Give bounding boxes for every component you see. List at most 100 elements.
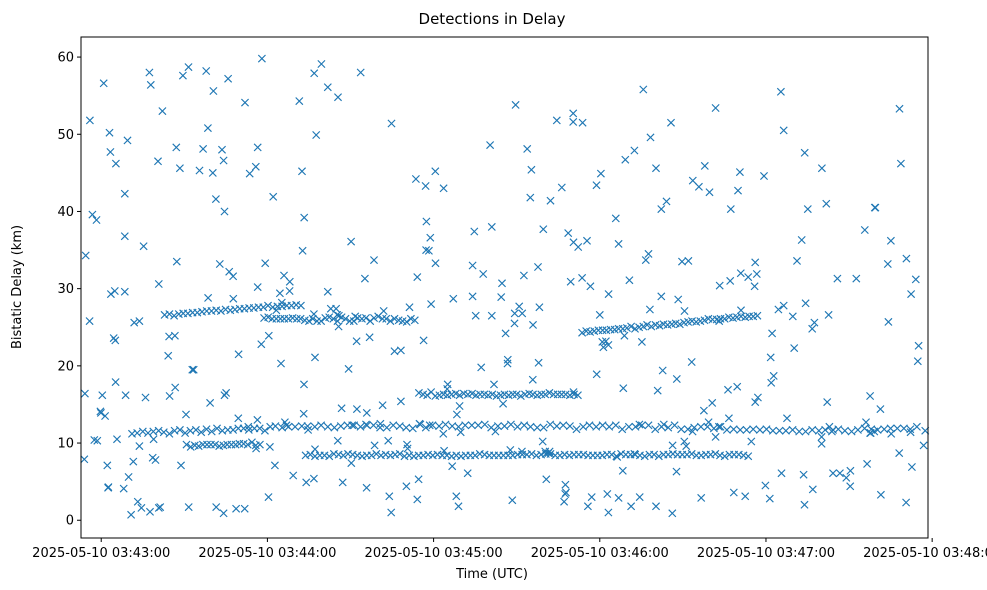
data-point: [378, 314, 387, 323]
data-point: [413, 273, 422, 282]
data-point: [800, 148, 809, 157]
data-point: [833, 274, 842, 283]
data-point: [569, 117, 578, 126]
data-point: [912, 422, 921, 431]
data-point: [137, 503, 146, 512]
data-point: [817, 439, 826, 448]
data-point: [471, 451, 480, 460]
data-point: [80, 389, 89, 398]
data-point: [181, 428, 190, 438]
data-point: [175, 425, 184, 434]
data-point: [219, 156, 228, 165]
data-point: [98, 391, 107, 400]
data-point: [703, 422, 712, 431]
data-point: [803, 205, 812, 214]
data-point: [184, 63, 193, 72]
data-point: [744, 452, 753, 461]
data-point: [105, 128, 114, 137]
data-point: [363, 421, 372, 430]
data-point: [159, 428, 168, 437]
data-point: [298, 246, 307, 255]
data-point: [542, 475, 551, 484]
data-point: [627, 502, 636, 511]
data-point: [352, 405, 361, 414]
data-point: [194, 442, 203, 451]
data-point: [899, 424, 908, 433]
data-point: [216, 306, 225, 316]
data-point: [111, 336, 120, 345]
data-point: [336, 422, 345, 431]
data-point: [527, 449, 536, 458]
data-point: [539, 423, 548, 432]
data-point: [99, 79, 108, 88]
data-point: [914, 341, 923, 350]
data-point: [386, 317, 395, 326]
data-point: [323, 422, 332, 431]
data-point: [861, 418, 871, 427]
data-point: [103, 461, 112, 470]
data-point: [135, 442, 144, 451]
data-point: [323, 83, 332, 92]
data-point: [309, 310, 318, 319]
data-point: [726, 205, 735, 214]
data-point: [694, 182, 703, 191]
data-point: [317, 421, 326, 430]
data-point: [880, 425, 889, 434]
data-point: [143, 428, 153, 438]
data-point: [215, 259, 224, 269]
data-point: [585, 421, 594, 430]
data-point: [414, 388, 423, 397]
data-point: [414, 475, 423, 484]
data-point: [390, 314, 399, 323]
data-point: [645, 305, 654, 314]
data-point: [919, 441, 928, 450]
data-point: [824, 310, 833, 319]
data-point: [618, 425, 627, 434]
data-point: [158, 107, 167, 116]
data-point: [604, 340, 613, 350]
data-point: [421, 181, 430, 191]
data-point: [519, 271, 528, 280]
data-point: [310, 69, 319, 78]
data-point: [182, 440, 191, 449]
data-point: [178, 71, 187, 80]
data-point: [431, 259, 440, 268]
data-point: [467, 421, 476, 430]
data-point: [130, 318, 139, 327]
data-point: [696, 422, 705, 431]
data-point: [517, 447, 526, 456]
data-point: [828, 469, 838, 478]
data-point: [528, 320, 538, 329]
data-point: [817, 432, 826, 441]
x-tick-label: 2025-05-10 03:45:00: [365, 546, 503, 561]
data-point: [189, 365, 198, 374]
data-point: [197, 428, 206, 437]
data-point: [846, 466, 855, 475]
data-point: [697, 493, 706, 502]
data-point: [239, 424, 248, 433]
data-point: [300, 213, 309, 222]
data-point: [369, 313, 379, 323]
data-point: [119, 484, 128, 493]
data-point: [565, 422, 574, 431]
data-point: [512, 390, 521, 399]
data-point: [782, 414, 792, 423]
data-point: [387, 508, 396, 517]
data-point: [395, 422, 404, 431]
data-point: [347, 459, 356, 468]
data-point: [310, 422, 319, 431]
data-point: [715, 281, 724, 290]
data-point: [153, 157, 163, 166]
data-point: [687, 449, 696, 458]
data-point: [506, 445, 515, 455]
data-point: [808, 485, 817, 494]
data-point: [790, 344, 799, 353]
data-point: [708, 315, 717, 324]
data-point: [111, 378, 120, 387]
data-point: [863, 459, 872, 468]
data-point: [683, 425, 692, 434]
data-point: [165, 310, 174, 319]
data-point: [265, 442, 274, 451]
data-point: [227, 440, 236, 449]
